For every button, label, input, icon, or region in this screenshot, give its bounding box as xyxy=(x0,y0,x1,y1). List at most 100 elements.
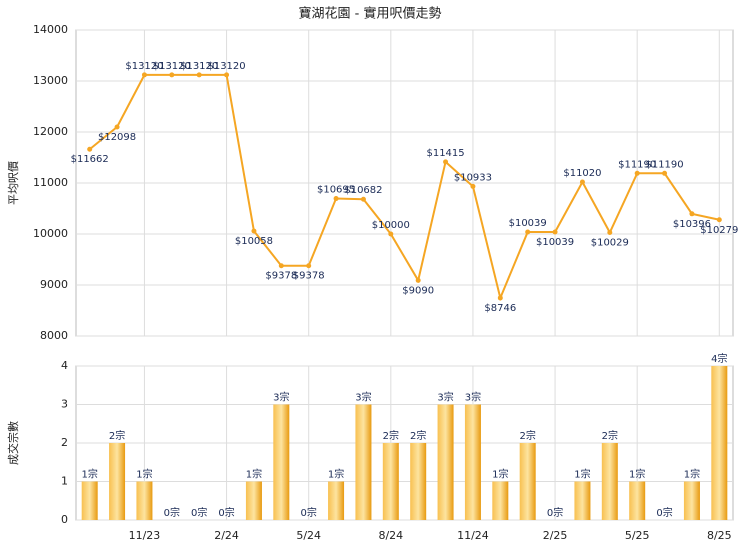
data-label: $11190 xyxy=(645,159,683,170)
point xyxy=(224,72,230,78)
point xyxy=(497,295,503,301)
data-label: 1宗 xyxy=(246,468,262,481)
data-label: $10695 xyxy=(317,185,355,196)
point xyxy=(196,72,202,78)
bar xyxy=(328,481,345,520)
data-label: 0宗 xyxy=(191,506,207,519)
data-label: $10029 xyxy=(591,238,629,249)
bar xyxy=(245,481,262,520)
bar xyxy=(574,481,591,520)
point xyxy=(278,263,284,269)
bar xyxy=(410,443,427,520)
y-tick-label: 12000 xyxy=(33,125,68,138)
y-tick-label: 14000 xyxy=(33,23,68,36)
data-label: 0宗 xyxy=(164,506,180,519)
data-label: 1宗 xyxy=(136,468,152,481)
bar xyxy=(492,481,509,520)
data-label: 2宗 xyxy=(520,429,536,442)
data-label: $11415 xyxy=(426,148,464,159)
data-label: 1宗 xyxy=(574,468,590,481)
data-label: 0宗 xyxy=(218,506,234,519)
x-tick-label: 8/24 xyxy=(378,529,403,542)
y-tick-label: 9000 xyxy=(40,278,68,291)
bar xyxy=(382,443,399,520)
bar xyxy=(601,443,618,520)
data-label: $11662 xyxy=(71,154,109,165)
y-axis-label: 成交宗數 xyxy=(6,421,20,465)
data-label: 1宗 xyxy=(629,468,645,481)
point xyxy=(716,217,722,223)
point xyxy=(689,211,695,217)
point xyxy=(333,196,339,202)
data-label: $10058 xyxy=(235,236,273,247)
data-label: 2宗 xyxy=(410,429,426,442)
bar xyxy=(273,404,290,520)
y-tick-label: 1 xyxy=(61,475,68,488)
bar xyxy=(629,481,646,520)
point xyxy=(306,263,312,269)
data-label: $10279 xyxy=(700,225,738,236)
data-label: $13120 xyxy=(180,61,218,72)
data-label: 0宗 xyxy=(301,506,317,519)
chart-title: 寶湖花園 - 實用呎價走勢 xyxy=(299,6,442,22)
data-label: $13120 xyxy=(207,61,245,72)
data-label: 3宗 xyxy=(273,391,289,404)
x-tick-label: 5/24 xyxy=(296,529,321,542)
point xyxy=(141,72,147,78)
y-tick-label: 13000 xyxy=(33,74,68,87)
line xyxy=(89,73,720,302)
y-tick-label: 2 xyxy=(61,436,68,449)
data-label: $9378 xyxy=(265,271,297,282)
data-label: 4宗 xyxy=(711,352,727,365)
y-tick-label: 8000 xyxy=(40,329,68,342)
y-tick-label: 0 xyxy=(61,513,68,526)
data-label: 2宗 xyxy=(109,429,125,442)
bar xyxy=(136,481,153,520)
x-tick-label: 11/24 xyxy=(457,529,489,542)
point xyxy=(169,72,175,78)
data-label: 0宗 xyxy=(547,506,563,519)
y-tick-label: 3 xyxy=(61,398,68,411)
point xyxy=(634,170,640,176)
x-tick-label: 11/23 xyxy=(129,529,161,542)
data-label: $11190 xyxy=(618,159,656,170)
point xyxy=(251,228,257,234)
data-label: $10396 xyxy=(673,219,711,230)
point xyxy=(552,229,558,235)
data-label: $10933 xyxy=(454,172,492,183)
y-axis-label: 平均呎價 xyxy=(6,161,20,205)
data-label: 1宗 xyxy=(684,468,700,481)
data-label: 3宗 xyxy=(437,391,453,404)
point xyxy=(360,196,366,202)
data-label: $10682 xyxy=(344,185,382,196)
point xyxy=(443,159,449,165)
data-label: $10039 xyxy=(536,237,574,248)
data-label: $9378 xyxy=(293,271,325,282)
bar xyxy=(109,443,126,520)
point xyxy=(607,230,613,236)
point xyxy=(114,124,120,130)
data-label: $10000 xyxy=(372,220,410,231)
x-tick-label: 8/25 xyxy=(707,529,732,542)
data-label: $10039 xyxy=(509,218,547,229)
data-label: 1宗 xyxy=(328,468,344,481)
bar xyxy=(437,404,454,520)
data-label: 2宗 xyxy=(602,429,618,442)
y-tick-label: 10000 xyxy=(33,227,68,240)
point xyxy=(470,183,476,189)
data-label: $9090 xyxy=(402,285,434,296)
point xyxy=(662,170,668,176)
x-tick-label: 5/25 xyxy=(625,529,650,542)
bar xyxy=(711,366,728,520)
x-tick-label: 2/25 xyxy=(543,529,568,542)
data-label: 0宗 xyxy=(656,506,672,519)
point xyxy=(388,231,394,237)
data-label: 3宗 xyxy=(355,391,371,404)
point xyxy=(415,277,421,283)
bar xyxy=(464,404,481,520)
data-label: 3宗 xyxy=(465,391,481,404)
data-label: $12098 xyxy=(98,132,136,143)
point xyxy=(87,146,93,152)
bar xyxy=(683,481,700,520)
bar xyxy=(355,404,372,520)
